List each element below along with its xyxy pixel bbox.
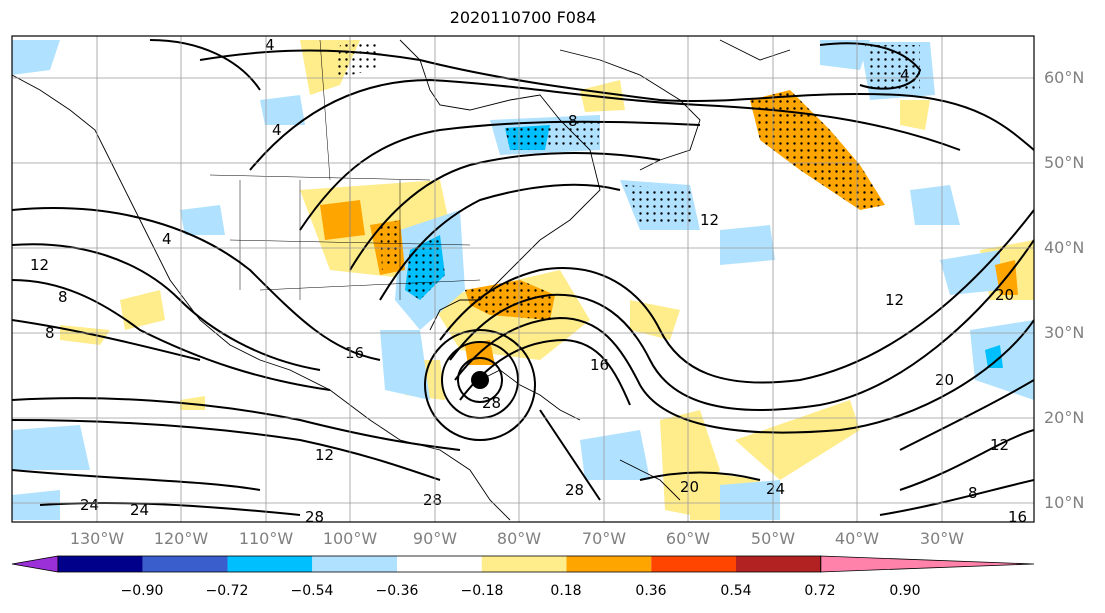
contour-label: 4 (265, 36, 275, 54)
contour-label: 4 (900, 66, 910, 84)
contour-label: 12 (700, 211, 719, 229)
stippling (335, 40, 920, 320)
contour-label: 24 (766, 480, 785, 498)
lat-label: 40°N (1044, 238, 1085, 257)
contour-label: 20 (995, 286, 1014, 304)
contour-label-group: 4 4 4 4 8 8 8 8 12 12 12 12 12 16 16 16 … (30, 36, 1027, 526)
lon-label: 100°W (322, 529, 378, 548)
colorbar-tick-label: 0.18 (550, 583, 582, 599)
colorbar-segment (481, 556, 567, 572)
colorbar-tick-label: −0.54 (290, 583, 334, 599)
lat-label: 50°N (1044, 153, 1085, 172)
colorbar-segment (58, 556, 143, 572)
contour-label: 8 (568, 112, 578, 130)
lat-label: 60°N (1044, 68, 1085, 87)
contour-label: 20 (935, 371, 954, 389)
colorbar-tick-label: −0.18 (460, 583, 504, 599)
lat-label: 10°N (1044, 493, 1085, 512)
contour-label: 12 (885, 291, 904, 309)
lat-label: 30°N (1044, 323, 1085, 342)
colorbar-segment (142, 556, 228, 572)
lon-label: 60°W (665, 529, 711, 548)
contour-label: 12 (315, 446, 334, 464)
colorbar-tick-label: 0.36 (635, 583, 667, 599)
colorbar-extend-right (820, 555, 1035, 573)
colorbar-tick-label: 0.54 (720, 583, 752, 599)
colorbar-segment (227, 556, 313, 572)
storm-center-marker (471, 371, 489, 389)
colorbar-segment (736, 556, 821, 572)
contour-label: 28 (482, 394, 501, 412)
colorbar-tick-label: −0.36 (375, 583, 419, 599)
contour-label: 4 (272, 121, 282, 139)
map-layers: 4 4 4 4 8 8 8 8 12 12 12 12 12 16 16 16 … (12, 36, 1034, 526)
contour-label: 12 (30, 256, 49, 274)
lon-label: 70°W (581, 529, 627, 548)
gridlines (12, 36, 1034, 522)
colorbar-segment (397, 556, 482, 572)
colorbar-tick-label: 0.72 (804, 583, 836, 599)
lon-label: 130°W (69, 529, 125, 548)
contour-label: 16 (1008, 508, 1027, 526)
colorbar-segment (651, 556, 736, 572)
colorbar-extend-left (11, 555, 59, 573)
colorbar-tick-label: −0.90 (120, 583, 164, 599)
colorbar-tick-label: −0.72 (205, 583, 249, 599)
lon-label: 40°W (834, 529, 880, 548)
contour-label: 20 (680, 478, 699, 496)
lon-label: 80°W (496, 529, 542, 548)
colorbar (11, 555, 1035, 573)
contour-label: 12 (990, 436, 1009, 454)
map-title: 2020110700 F084 (449, 8, 597, 27)
lon-label: 120°W (153, 529, 209, 548)
lon-label: 110°W (238, 529, 294, 548)
colorbar-segment (312, 556, 397, 572)
colorbar-tick-label: 0.90 (889, 583, 921, 599)
map-frame (11, 35, 1035, 523)
contour-label: 4 (162, 230, 172, 248)
colorbar-segment (566, 556, 652, 572)
contour-label: 28 (305, 508, 324, 526)
colorbar-frame (57, 555, 822, 573)
lat-label: 20°N (1044, 408, 1085, 427)
contour-label: 8 (58, 288, 68, 306)
lon-label: 30°W (919, 529, 965, 548)
contour-label: 24 (80, 496, 99, 514)
lon-label: 90°W (412, 529, 458, 548)
contour-label: 16 (345, 344, 364, 362)
contour-label: 28 (423, 491, 442, 509)
lon-label: 50°W (750, 529, 796, 548)
contour-label: 8 (968, 484, 978, 502)
contour-label: 16 (590, 356, 609, 374)
contour-label: 24 (130, 501, 149, 519)
contour-label: 28 (565, 481, 584, 499)
